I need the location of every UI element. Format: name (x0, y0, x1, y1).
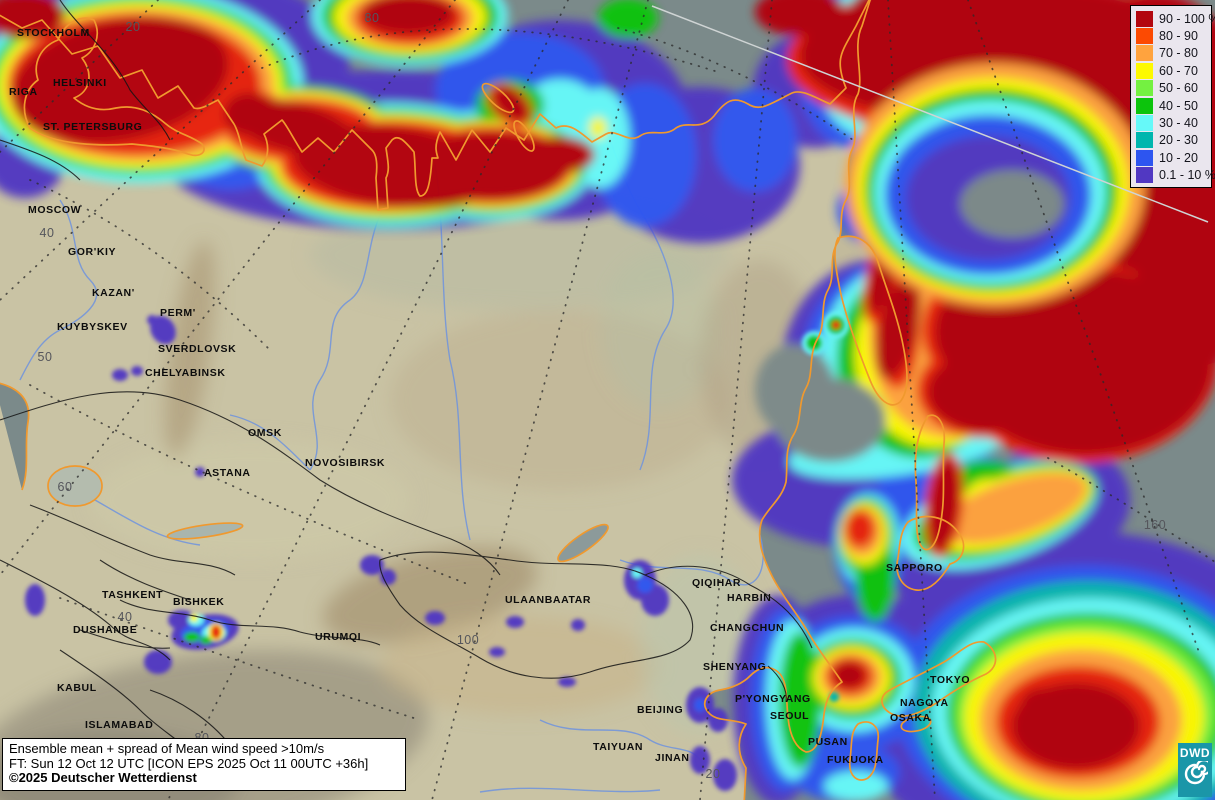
product-info-box: Ensemble mean + spread of Mean wind spee… (2, 738, 406, 791)
date-line (651, 5, 1209, 223)
legend-row: 70 - 80 (1136, 45, 1207, 62)
legend-range-label: 50 - 60 (1159, 81, 1198, 96)
legend-color-swatch (1136, 45, 1153, 62)
city-label: FUKUOKA (827, 754, 884, 766)
grid-label: 20 (705, 767, 721, 781)
bering-bay-rings (845, 63, 1145, 307)
legend-row: 60 - 70 (1136, 62, 1207, 79)
dwd-logo-text: DWD (1179, 746, 1211, 760)
legend-range-label: 90 - 100 % (1159, 11, 1215, 26)
city-label: URUMQI (315, 631, 362, 643)
city-label: KABUL (57, 682, 97, 694)
legend-color-swatch (1136, 62, 1153, 79)
city-label: TASHKENT (102, 589, 164, 601)
legend-range-label: 80 - 90 (1159, 29, 1198, 44)
legend-row: 40 - 50 (1136, 97, 1207, 114)
city-label: JINAN (655, 752, 690, 764)
city-label: OSAKA (890, 712, 931, 724)
legend-color-swatch (1136, 10, 1153, 27)
copyright: ©2025 Deutscher Wetterdienst (9, 770, 197, 786)
city-label: PUSAN (808, 736, 848, 748)
legend-row: 10 - 20 (1136, 149, 1207, 166)
dwd-logo: DWD (1178, 743, 1212, 797)
spiral-icon (1184, 761, 1208, 785)
city-label: GOR'KIY (68, 246, 117, 258)
legend-color-swatch (1136, 115, 1153, 132)
city-label: NAGOYA (900, 697, 949, 709)
city-label: SHENYANG (703, 661, 767, 673)
city-label: TAIYUAN (593, 741, 644, 753)
legend-range-label: 70 - 80 (1159, 46, 1198, 61)
city-label: ULAANBAATAR (505, 594, 592, 606)
grid-label: 40 (39, 226, 55, 240)
legend-row: 30 - 40 (1136, 114, 1207, 132)
city-label: P'YONGYANG (735, 693, 811, 705)
city-label: PERM' (160, 307, 196, 319)
city-label: HARBIN (727, 592, 772, 604)
city-label: OMSK (248, 427, 282, 439)
grid-label: 40 (117, 610, 133, 624)
country-borders (0, 0, 813, 761)
legend-row: 90 - 100 % (1136, 10, 1215, 27)
city-label: ISLAMABAD (85, 719, 154, 731)
city-label: SVERDLOVSK (158, 343, 237, 355)
legend-color-swatch (1136, 80, 1153, 97)
legend-row: 80 - 90 (1136, 27, 1207, 45)
grid-label: 20 (125, 20, 141, 34)
city-label: STOCKHOLM (17, 27, 90, 39)
grid-label: 60 (57, 480, 73, 494)
grid-label: 80 (364, 11, 380, 25)
city-label: SAPPORO (886, 562, 943, 574)
city-label: ASTANA (204, 467, 251, 479)
city-label: ST. PETERSBURG (43, 121, 143, 133)
legend-range-label: 10 - 20 (1159, 150, 1198, 165)
legend-range-label: 0.1 - 10 % (1159, 168, 1215, 183)
city-label: CHANGCHUN (710, 622, 785, 634)
city-label: MOSCOW (28, 204, 82, 216)
city-label: NOVOSIBIRSK (305, 457, 386, 469)
city-label: BEIJING (637, 704, 684, 716)
legend-row: 0.1 - 10 % (1136, 167, 1215, 184)
legend-color-swatch (1136, 132, 1153, 149)
grid-label: 160 (1143, 518, 1167, 532)
city-label: QIQIHAR (692, 577, 742, 589)
legend-color-swatch (1136, 28, 1153, 45)
forecast-time: FT: Sun 12 Oct 12 UTC [ICON EPS 2025 Oct… (9, 755, 369, 771)
legend-range-label: 30 - 40 (1159, 116, 1198, 131)
grid-label: 50 (37, 350, 53, 364)
city-label: DUSHANBE (73, 624, 138, 636)
city-label: RIGA (9, 86, 38, 98)
product-title: Ensemble mean + spread of Mean wind spee… (9, 741, 325, 757)
legend-row: 20 - 30 (1136, 132, 1207, 149)
legend-color-swatch (1136, 149, 1153, 166)
city-label: HELSINKI (53, 77, 107, 89)
city-label: BISHKEK (173, 596, 225, 608)
legend-color-swatch (1136, 97, 1153, 114)
city-label: KUYBYSKEV (57, 321, 128, 333)
grid-label: 100 (456, 633, 480, 647)
legend-range-label: 40 - 50 (1159, 98, 1198, 113)
legend-row: 50 - 60 (1136, 80, 1207, 97)
city-label: KAZAN' (92, 287, 135, 299)
legend-color-swatch (1136, 167, 1153, 184)
legend-range-label: 60 - 70 (1159, 63, 1198, 78)
legend-range-label: 20 - 30 (1159, 133, 1198, 148)
probability-legend: 90 - 100 % 80 - 90 70 - 80 60 - 70 50 - … (1130, 5, 1215, 188)
city-label: TOKYO (930, 674, 971, 686)
city-label: CHELYABINSK (145, 367, 226, 379)
city-label: SEOUL (770, 710, 810, 722)
